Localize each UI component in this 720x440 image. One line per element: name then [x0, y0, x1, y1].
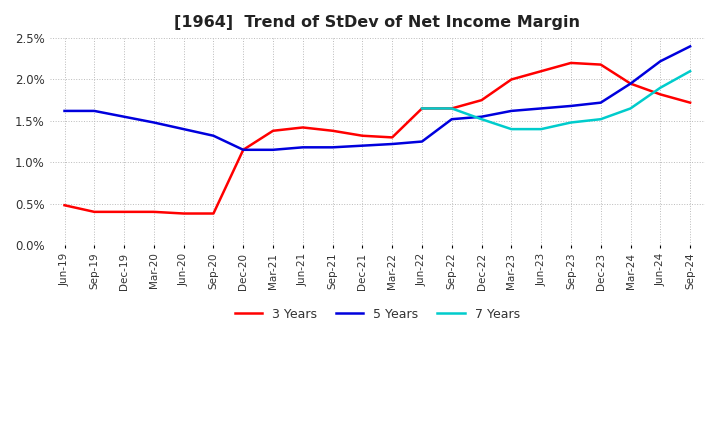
7 Years — [596, 117, 605, 122]
7 Years — [626, 106, 635, 111]
5 Years — [120, 114, 128, 119]
7 Years — [477, 117, 486, 122]
3 Years — [120, 209, 128, 214]
5 Years — [150, 120, 158, 125]
7 Years — [418, 106, 426, 111]
3 Years — [656, 92, 665, 97]
3 Years — [269, 128, 277, 133]
Line: 7 Years: 7 Years — [422, 71, 690, 129]
3 Years — [239, 147, 248, 152]
5 Years — [656, 59, 665, 64]
Line: 5 Years: 5 Years — [65, 46, 690, 150]
5 Years — [418, 139, 426, 144]
5 Years — [447, 117, 456, 122]
5 Years — [477, 114, 486, 119]
3 Years — [596, 62, 605, 67]
5 Years — [537, 106, 546, 111]
3 Years — [507, 77, 516, 82]
5 Years — [299, 145, 307, 150]
7 Years — [507, 126, 516, 132]
5 Years — [328, 145, 337, 150]
Legend: 3 Years, 5 Years, 7 Years: 3 Years, 5 Years, 7 Years — [230, 303, 525, 326]
3 Years — [60, 202, 69, 208]
5 Years — [507, 108, 516, 114]
5 Years — [685, 44, 694, 49]
3 Years — [358, 133, 366, 139]
5 Years — [567, 103, 575, 109]
3 Years — [447, 106, 456, 111]
3 Years — [418, 106, 426, 111]
3 Years — [626, 81, 635, 86]
3 Years — [567, 60, 575, 66]
3 Years — [685, 100, 694, 105]
5 Years — [239, 147, 248, 152]
5 Years — [388, 141, 397, 147]
3 Years — [90, 209, 99, 214]
5 Years — [269, 147, 277, 152]
3 Years — [209, 211, 217, 216]
7 Years — [567, 120, 575, 125]
3 Years — [328, 128, 337, 133]
7 Years — [685, 69, 694, 74]
5 Years — [60, 108, 69, 114]
3 Years — [477, 98, 486, 103]
3 Years — [299, 125, 307, 130]
7 Years — [537, 126, 546, 132]
5 Years — [209, 133, 217, 139]
3 Years — [537, 69, 546, 74]
5 Years — [90, 108, 99, 114]
Title: [1964]  Trend of StDev of Net Income Margin: [1964] Trend of StDev of Net Income Marg… — [174, 15, 580, 30]
7 Years — [447, 106, 456, 111]
3 Years — [150, 209, 158, 214]
7 Years — [656, 85, 665, 90]
5 Years — [626, 81, 635, 86]
Line: 3 Years: 3 Years — [65, 63, 690, 213]
3 Years — [179, 211, 188, 216]
5 Years — [358, 143, 366, 148]
5 Years — [596, 100, 605, 105]
5 Years — [179, 126, 188, 132]
3 Years — [388, 135, 397, 140]
